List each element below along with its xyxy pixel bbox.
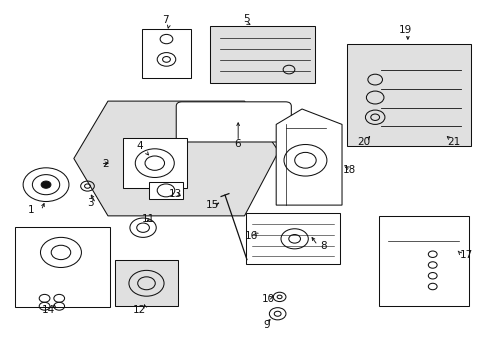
Text: 14: 14: [42, 305, 55, 315]
Text: 15: 15: [206, 200, 219, 210]
Text: 4: 4: [136, 141, 142, 151]
Text: 12: 12: [133, 305, 146, 315]
Text: 11: 11: [141, 215, 154, 224]
Text: 21: 21: [447, 137, 460, 147]
Text: 19: 19: [398, 25, 411, 35]
Text: 7: 7: [162, 15, 168, 26]
Text: 2: 2: [102, 159, 109, 169]
Text: 5: 5: [243, 14, 250, 24]
Bar: [142, 30, 190, 78]
Text: 3: 3: [87, 198, 94, 208]
Text: 8: 8: [320, 241, 326, 251]
Polygon shape: [74, 101, 278, 216]
Text: 9: 9: [263, 320, 269, 330]
Text: 17: 17: [459, 249, 472, 260]
Text: 10: 10: [261, 294, 274, 304]
Bar: [245, 213, 339, 264]
Bar: [210, 26, 315, 83]
Bar: [15, 226, 110, 307]
Polygon shape: [276, 109, 341, 205]
Text: 16: 16: [244, 231, 258, 240]
FancyBboxPatch shape: [176, 102, 291, 142]
Bar: [122, 138, 186, 188]
Bar: [378, 216, 468, 306]
Text: 13: 13: [168, 189, 182, 199]
Bar: [115, 260, 177, 306]
Circle shape: [41, 181, 51, 188]
Bar: [149, 182, 182, 199]
Text: 18: 18: [342, 165, 355, 175]
Text: 1: 1: [28, 206, 35, 216]
Text: 20: 20: [357, 137, 370, 147]
Bar: [346, 44, 470, 146]
Text: 6: 6: [233, 139, 240, 149]
